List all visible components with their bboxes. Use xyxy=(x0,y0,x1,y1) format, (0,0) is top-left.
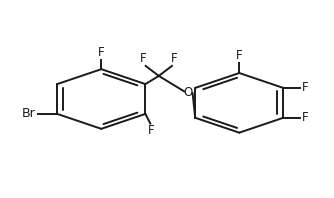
Text: F: F xyxy=(171,52,178,65)
Text: F: F xyxy=(148,125,155,137)
Text: F: F xyxy=(140,52,146,65)
Text: Br: Br xyxy=(22,107,36,120)
Text: F: F xyxy=(98,46,105,59)
Text: F: F xyxy=(301,81,308,94)
Text: F: F xyxy=(236,50,242,62)
Text: O: O xyxy=(184,86,193,99)
Text: F: F xyxy=(301,111,308,124)
